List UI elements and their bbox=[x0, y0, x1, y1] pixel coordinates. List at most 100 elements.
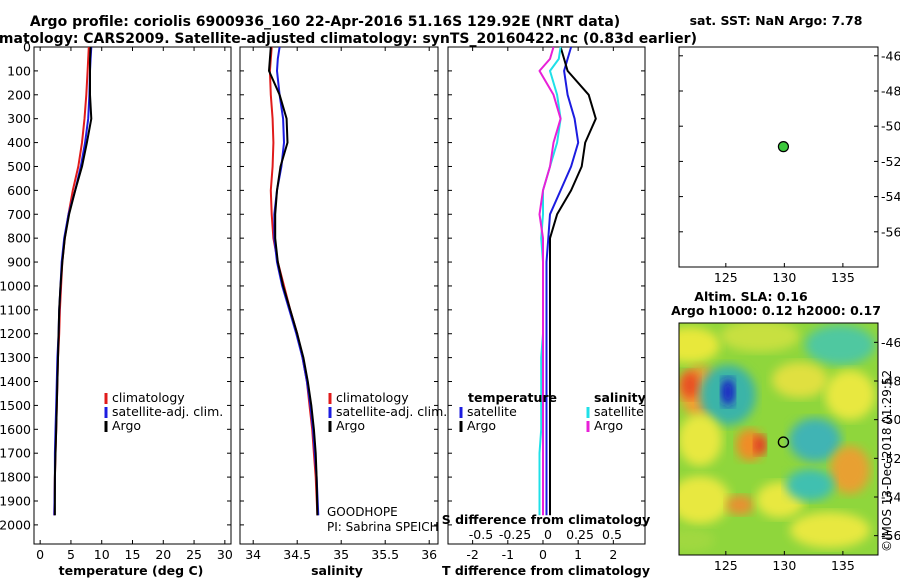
sla-anomaly-patch bbox=[721, 378, 735, 406]
sla-anomaly-patch bbox=[726, 495, 754, 515]
difference-secondary-tick-label: 0.5 bbox=[602, 527, 622, 542]
temperature-frame bbox=[33, 46, 232, 545]
temperature-xtick-label: 10 bbox=[94, 547, 110, 562]
salinity-panel: 34 34.5 35 35.5 36 climatologysatellite-adj. … bbox=[239, 46, 447, 562]
title-line-1: Argo profile: coriolis 6900936_160 22-Ap… bbox=[30, 14, 620, 30]
sst-ytick-label: -52 bbox=[881, 154, 900, 169]
sst-ytick-label: -46 bbox=[881, 48, 900, 63]
sla-anomaly-patch bbox=[754, 435, 766, 455]
temperature-ytick-label: 2000 bbox=[0, 517, 31, 532]
temperature-xtick-label: 20 bbox=[155, 547, 171, 562]
sla-heatmap bbox=[679, 323, 878, 555]
salinity-legend-label: climatology bbox=[336, 390, 409, 405]
temperature-ytick-label: 900 bbox=[7, 255, 31, 270]
sst-ytick-label: -56 bbox=[881, 224, 900, 239]
sla-anomaly-patch bbox=[786, 469, 834, 501]
difference-xtick-label: 0 bbox=[539, 547, 547, 562]
sla-map-frame bbox=[678, 322, 879, 556]
salinity-xtick-label: 34 bbox=[245, 547, 261, 562]
temperature-series-line bbox=[53, 46, 90, 516]
sla-anomaly-patch bbox=[805, 325, 875, 365]
temperature-ytick-label: 1400 bbox=[0, 374, 31, 389]
temperature-ytick-label: 400 bbox=[7, 135, 31, 150]
difference-legend-title-salinity: salinity bbox=[594, 390, 646, 405]
sla-anomaly-patch bbox=[679, 476, 730, 524]
temperature-ytick-label: 100 bbox=[7, 63, 31, 78]
temperature-x-axis-label: temperature (deg C) bbox=[59, 563, 204, 578]
salinity-series-line bbox=[268, 46, 319, 516]
sla-map-title-line-2: Argo h1000: 0.12 h2000: 0.17 bbox=[671, 303, 881, 318]
temperature-ytick-label: 800 bbox=[7, 231, 31, 246]
sla-map-panel: -46 -48 -50 -52 -54 -56 125 130 135 bbox=[678, 322, 900, 573]
temperature-xtick-label: 15 bbox=[125, 547, 141, 562]
difference-x-axis-label: T difference from climatology bbox=[442, 563, 650, 578]
difference-series-line bbox=[549, 46, 597, 516]
sst-map-title: sat. SST: NaN Argo: 7.78 bbox=[690, 13, 863, 28]
sst-ytick-label: -48 bbox=[881, 84, 900, 99]
pi-annotation: PI: Sabrina SPEICH bbox=[327, 520, 439, 534]
difference-legend-label: satellite bbox=[467, 404, 517, 419]
sla-anomaly-patch bbox=[679, 414, 722, 466]
sla-ytick-label: -56 bbox=[881, 528, 900, 543]
sla-map-title-line-1: Altim. SLA: 0.16 bbox=[694, 289, 808, 304]
sla-ytick-label: -46 bbox=[881, 335, 900, 350]
temperature-ytick-label: 1600 bbox=[0, 422, 31, 437]
salinity-legend-label: satellite-adj. clim. bbox=[336, 404, 447, 419]
sla-anomaly-patch bbox=[679, 528, 715, 552]
temperature-xtick-label: 5 bbox=[67, 547, 75, 562]
temperature-panel: 0100200300400500600700800900100011001200… bbox=[0, 40, 233, 563]
difference-legend-label: Argo bbox=[467, 418, 496, 433]
temperature-xtick-label: 25 bbox=[186, 547, 202, 562]
temperature-ytick-label: 500 bbox=[7, 159, 31, 174]
difference-frame bbox=[447, 46, 646, 545]
difference-secondary-tick-label: 0.25 bbox=[566, 527, 594, 542]
sla-ytick-label: -54 bbox=[881, 490, 900, 505]
salinity-x-axis-label: salinity bbox=[311, 563, 363, 578]
title-line-2: Climatology: CARS2009. Satellite-adjuste… bbox=[0, 31, 697, 47]
sla-xtick-label: 135 bbox=[831, 558, 855, 573]
sla-ytick-label: -50 bbox=[881, 412, 900, 427]
temperature-ytick-label: 1000 bbox=[0, 278, 31, 293]
sla-ytick-label: -48 bbox=[881, 374, 900, 389]
salinity-xtick-label: 36 bbox=[421, 547, 437, 562]
temperature-legend-label: satellite-adj. clim. bbox=[112, 404, 223, 419]
difference-secondary-tick-label: -0.25 bbox=[499, 527, 531, 542]
temperature-legend-label: Argo bbox=[112, 418, 141, 433]
salinity-xtick-label: 35.5 bbox=[371, 547, 399, 562]
sla-watermark: ©IMOS 13-Dec-2018 01:29:52 bbox=[880, 370, 894, 552]
temperature-ytick-label: 600 bbox=[7, 183, 31, 198]
salinity-frame bbox=[239, 46, 439, 545]
difference-series-line bbox=[545, 46, 580, 516]
temperature-xtick-label: 30 bbox=[217, 547, 233, 562]
salinity-xtick-label: 35 bbox=[333, 547, 349, 562]
difference-legend-label: Argo bbox=[594, 418, 623, 433]
sst-xtick-label: 130 bbox=[772, 270, 796, 285]
difference-legend-label: satellite bbox=[594, 404, 644, 419]
sla-anomaly-patch bbox=[772, 362, 828, 398]
sla-anomaly-patch bbox=[679, 327, 720, 363]
temperature-ytick-label: 1100 bbox=[0, 302, 31, 317]
sst-map-panel: -46 -48 -50 -52 -54 -56 125 130 135 bbox=[678, 46, 900, 285]
difference-legend-title-temperature: temperature bbox=[468, 390, 557, 405]
argo-location-marker bbox=[777, 436, 790, 448]
temperature-ytick-label: 1300 bbox=[0, 350, 31, 365]
sst-xtick-label: 135 bbox=[831, 270, 855, 285]
difference-xtick-label: 1 bbox=[574, 547, 582, 562]
sla-xtick-label: 130 bbox=[772, 558, 796, 573]
temperature-series-line bbox=[53, 46, 93, 516]
temperature-ytick-label: 700 bbox=[7, 207, 31, 222]
sla-xtick-label: 125 bbox=[714, 558, 738, 573]
sst-map-frame bbox=[678, 46, 879, 268]
difference-secondary-tick-label: 0 bbox=[544, 527, 552, 542]
difference-xtick-label: -1 bbox=[502, 547, 514, 562]
salinity-legend-label: Argo bbox=[336, 418, 365, 433]
difference-series-line bbox=[538, 46, 562, 516]
temperature-ytick-label: 1900 bbox=[0, 493, 31, 508]
salinity-xtick-label: 34.5 bbox=[283, 547, 311, 562]
temperature-ytick-label: 1500 bbox=[0, 398, 31, 413]
sla-anomaly-patch bbox=[830, 446, 870, 494]
temperature-ytick-label: 200 bbox=[7, 87, 31, 102]
